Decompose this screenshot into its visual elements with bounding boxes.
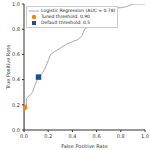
html-text:Tuned threshold: 0.90: Tuned threshold: 0.90 <box>41 14 90 19</box>
svg-text:1.0: 1.0 <box>141 133 142 139</box>
svg-text:0.4: 0.4 <box>12 76 20 82</box>
svg-text:1.0: 1.0 <box>12 1 20 7</box>
svg-text:0.0: 0.0 <box>20 133 28 139</box>
svg-text:0.6: 0.6 <box>93 133 101 139</box>
svg-text:0.2: 0.2 <box>12 102 20 108</box>
html-text:Logistic Regression (AUC = 0.7: Logistic Regression (AUC = 0.78) <box>41 8 116 13</box>
svg-text:0.0: 0.0 <box>12 127 20 133</box>
svg-text:False Positive Rate: False Positive Rate <box>61 143 107 149</box>
svg-text:0.8: 0.8 <box>117 133 125 139</box>
svg-text:True Positive Rate: True Positive Rate <box>8 45 11 91</box>
html-text:Default threshold: 0.5: Default threshold: 0.5 <box>41 20 91 25</box>
svg-text:0.6: 0.6 <box>12 51 20 57</box>
svg-text:0.2: 0.2 <box>44 133 52 139</box>
svg-text:0.4: 0.4 <box>68 133 76 139</box>
svg-text:0.8: 0.8 <box>12 26 20 32</box>
